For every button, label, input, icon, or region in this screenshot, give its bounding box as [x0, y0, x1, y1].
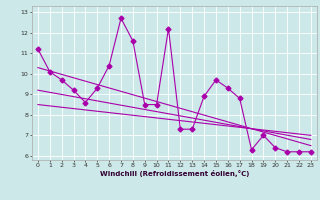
- X-axis label: Windchill (Refroidissement éolien,°C): Windchill (Refroidissement éolien,°C): [100, 170, 249, 177]
